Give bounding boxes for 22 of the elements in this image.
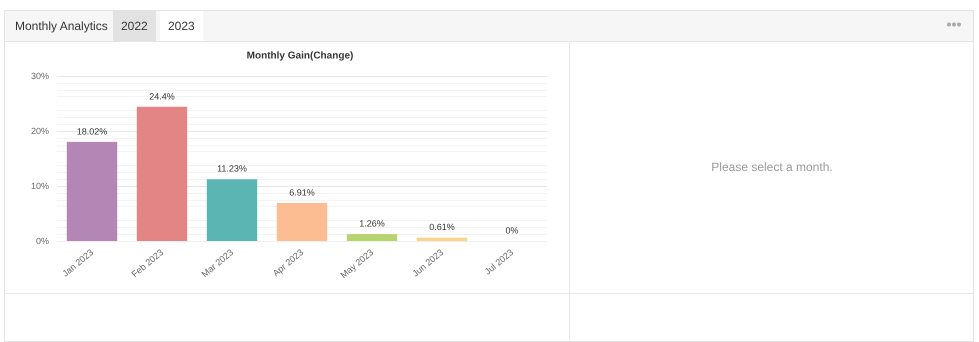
y-tick-label: 10% [30, 181, 49, 191]
text: Monthly Analytics [14, 18, 109, 35]
data-label: 0.61% [429, 222, 455, 232]
bar [416, 238, 468, 241]
data-label: 1.26% [359, 218, 385, 229]
y-tick-label: 0% [36, 236, 49, 246]
data-label: 11.23% [217, 164, 247, 174]
text: 2022 [113, 11, 156, 41]
data-label: 0% [505, 226, 519, 236]
text: 2023 [160, 11, 203, 41]
chart-title: Monthly Gain(Change) [246, 50, 354, 62]
bar [136, 106, 188, 241]
data-label: 24.4% [149, 91, 175, 102]
bar [346, 234, 398, 241]
data-label: 6.91% [289, 187, 315, 198]
y-tick-label: 30% [30, 71, 49, 81]
y-tick-label: 20% [30, 126, 49, 136]
text: Please select a month. [710, 159, 834, 176]
bar [66, 142, 118, 241]
bar [276, 202, 328, 241]
data-label: 18.02% [76, 126, 108, 136]
bar [206, 179, 258, 241]
